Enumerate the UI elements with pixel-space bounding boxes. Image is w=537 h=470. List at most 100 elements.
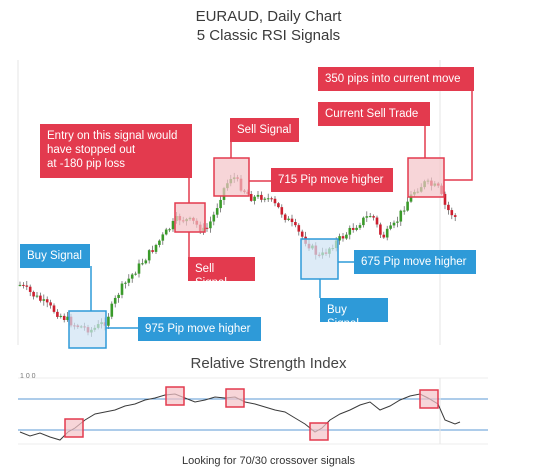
candle-body — [300, 231, 304, 237]
candle-body — [113, 297, 117, 304]
connector-350 — [444, 90, 473, 181]
candle-body — [358, 225, 362, 228]
candle-body — [443, 193, 447, 205]
entry-line-2: have stopped out — [47, 144, 136, 156]
candle-body — [256, 194, 260, 197]
candle-body — [66, 316, 69, 320]
candle-body — [18, 284, 22, 286]
entry-line-1: Entry on this signal would — [47, 130, 178, 142]
candle-body — [362, 217, 365, 226]
candle-body — [124, 282, 127, 284]
sell-signal-label-2: Sell Signal — [230, 118, 299, 142]
candle-body — [117, 294, 120, 298]
candle-body — [406, 201, 409, 211]
candle-body — [39, 295, 42, 301]
buy-signal-label-2: Buy Signal — [320, 298, 388, 330]
candle-body — [283, 214, 287, 220]
candle-body — [348, 227, 352, 235]
sell-zone-3 — [407, 157, 445, 198]
candle-body — [45, 299, 49, 303]
sell-signal-label-1: Sell Signal — [188, 257, 255, 289]
candle-body — [392, 222, 396, 226]
sell-zone-2 — [213, 157, 250, 197]
candle-body — [270, 198, 273, 200]
candle-body — [351, 227, 355, 230]
candle-body — [273, 198, 277, 204]
candle-body — [32, 291, 35, 297]
chart-title: EURAUD, Daily Chart — [195, 8, 342, 25]
chart-subtitle: 5 Classic RSI Signals — [196, 27, 341, 44]
candle-body — [365, 216, 369, 218]
candle-body — [42, 299, 46, 301]
candle-body — [151, 250, 154, 252]
candle-body — [287, 218, 290, 220]
candle-body — [345, 234, 348, 239]
rsi-tick-labels: 1 0 0 — [20, 373, 36, 380]
candle-body — [382, 234, 386, 238]
candle-body — [110, 303, 114, 317]
candle-body — [212, 214, 216, 222]
candle-body — [28, 286, 32, 292]
candle-body — [294, 222, 297, 226]
sell-zone-1 — [174, 202, 206, 233]
candle-body — [35, 295, 39, 297]
candle-body — [59, 315, 63, 317]
candle-body — [389, 225, 392, 229]
candle-body — [399, 210, 403, 222]
candle-body — [120, 283, 124, 295]
candle-body — [209, 221, 212, 229]
candle-body — [164, 229, 168, 235]
rsi-box-3 — [225, 388, 245, 408]
candle-body — [219, 199, 222, 209]
candle-body — [368, 216, 372, 218]
candle-body — [56, 311, 59, 317]
candle-body — [341, 236, 345, 239]
candle-body — [62, 315, 66, 320]
candle-body — [409, 194, 413, 202]
candle-body — [215, 208, 219, 215]
candle-body — [453, 215, 457, 217]
candle-body — [130, 274, 134, 279]
candle-body — [402, 210, 406, 212]
350-pips-label: 350 pips into current move — [318, 67, 474, 91]
675-pip-label: 675 Pip move higher — [354, 250, 476, 274]
candle-body — [154, 244, 158, 252]
candle-body — [205, 227, 209, 229]
candle-body — [161, 234, 165, 241]
candle-body — [260, 194, 263, 200]
candle-body — [52, 305, 56, 312]
candle-body — [385, 228, 389, 238]
buy-signal-label-1: Buy Signal — [20, 244, 90, 268]
candle-body — [137, 263, 141, 274]
buy-zone-1 — [68, 310, 107, 349]
candle-body — [141, 263, 144, 265]
candle-body — [127, 278, 131, 283]
candle-body — [266, 198, 270, 200]
candle-body — [450, 210, 454, 216]
candle-body — [168, 229, 171, 231]
candle-body — [25, 285, 29, 287]
candle-body — [171, 220, 175, 230]
rsi-box-2 — [165, 386, 185, 406]
candle-body — [134, 273, 137, 275]
candle-body — [147, 250, 151, 261]
candle-body — [372, 216, 375, 218]
candle-body — [107, 316, 110, 326]
candle-body — [158, 240, 161, 245]
rsi-line — [19, 393, 461, 441]
buy-zone-2 — [300, 238, 339, 280]
candle-body — [297, 225, 301, 232]
candle-body — [253, 196, 256, 201]
candle-body — [447, 204, 450, 211]
715-pip-label: 715 Pip move higher — [271, 168, 393, 192]
rsi-box-1 — [64, 418, 84, 438]
rsi-box-5 — [419, 389, 439, 409]
candle-body — [263, 198, 267, 200]
candle-body — [144, 260, 148, 264]
candle-body — [338, 236, 341, 241]
candle-body — [355, 227, 358, 230]
rsi-box-4 — [309, 422, 329, 441]
candle-body — [22, 284, 25, 286]
candle-body — [290, 218, 294, 223]
